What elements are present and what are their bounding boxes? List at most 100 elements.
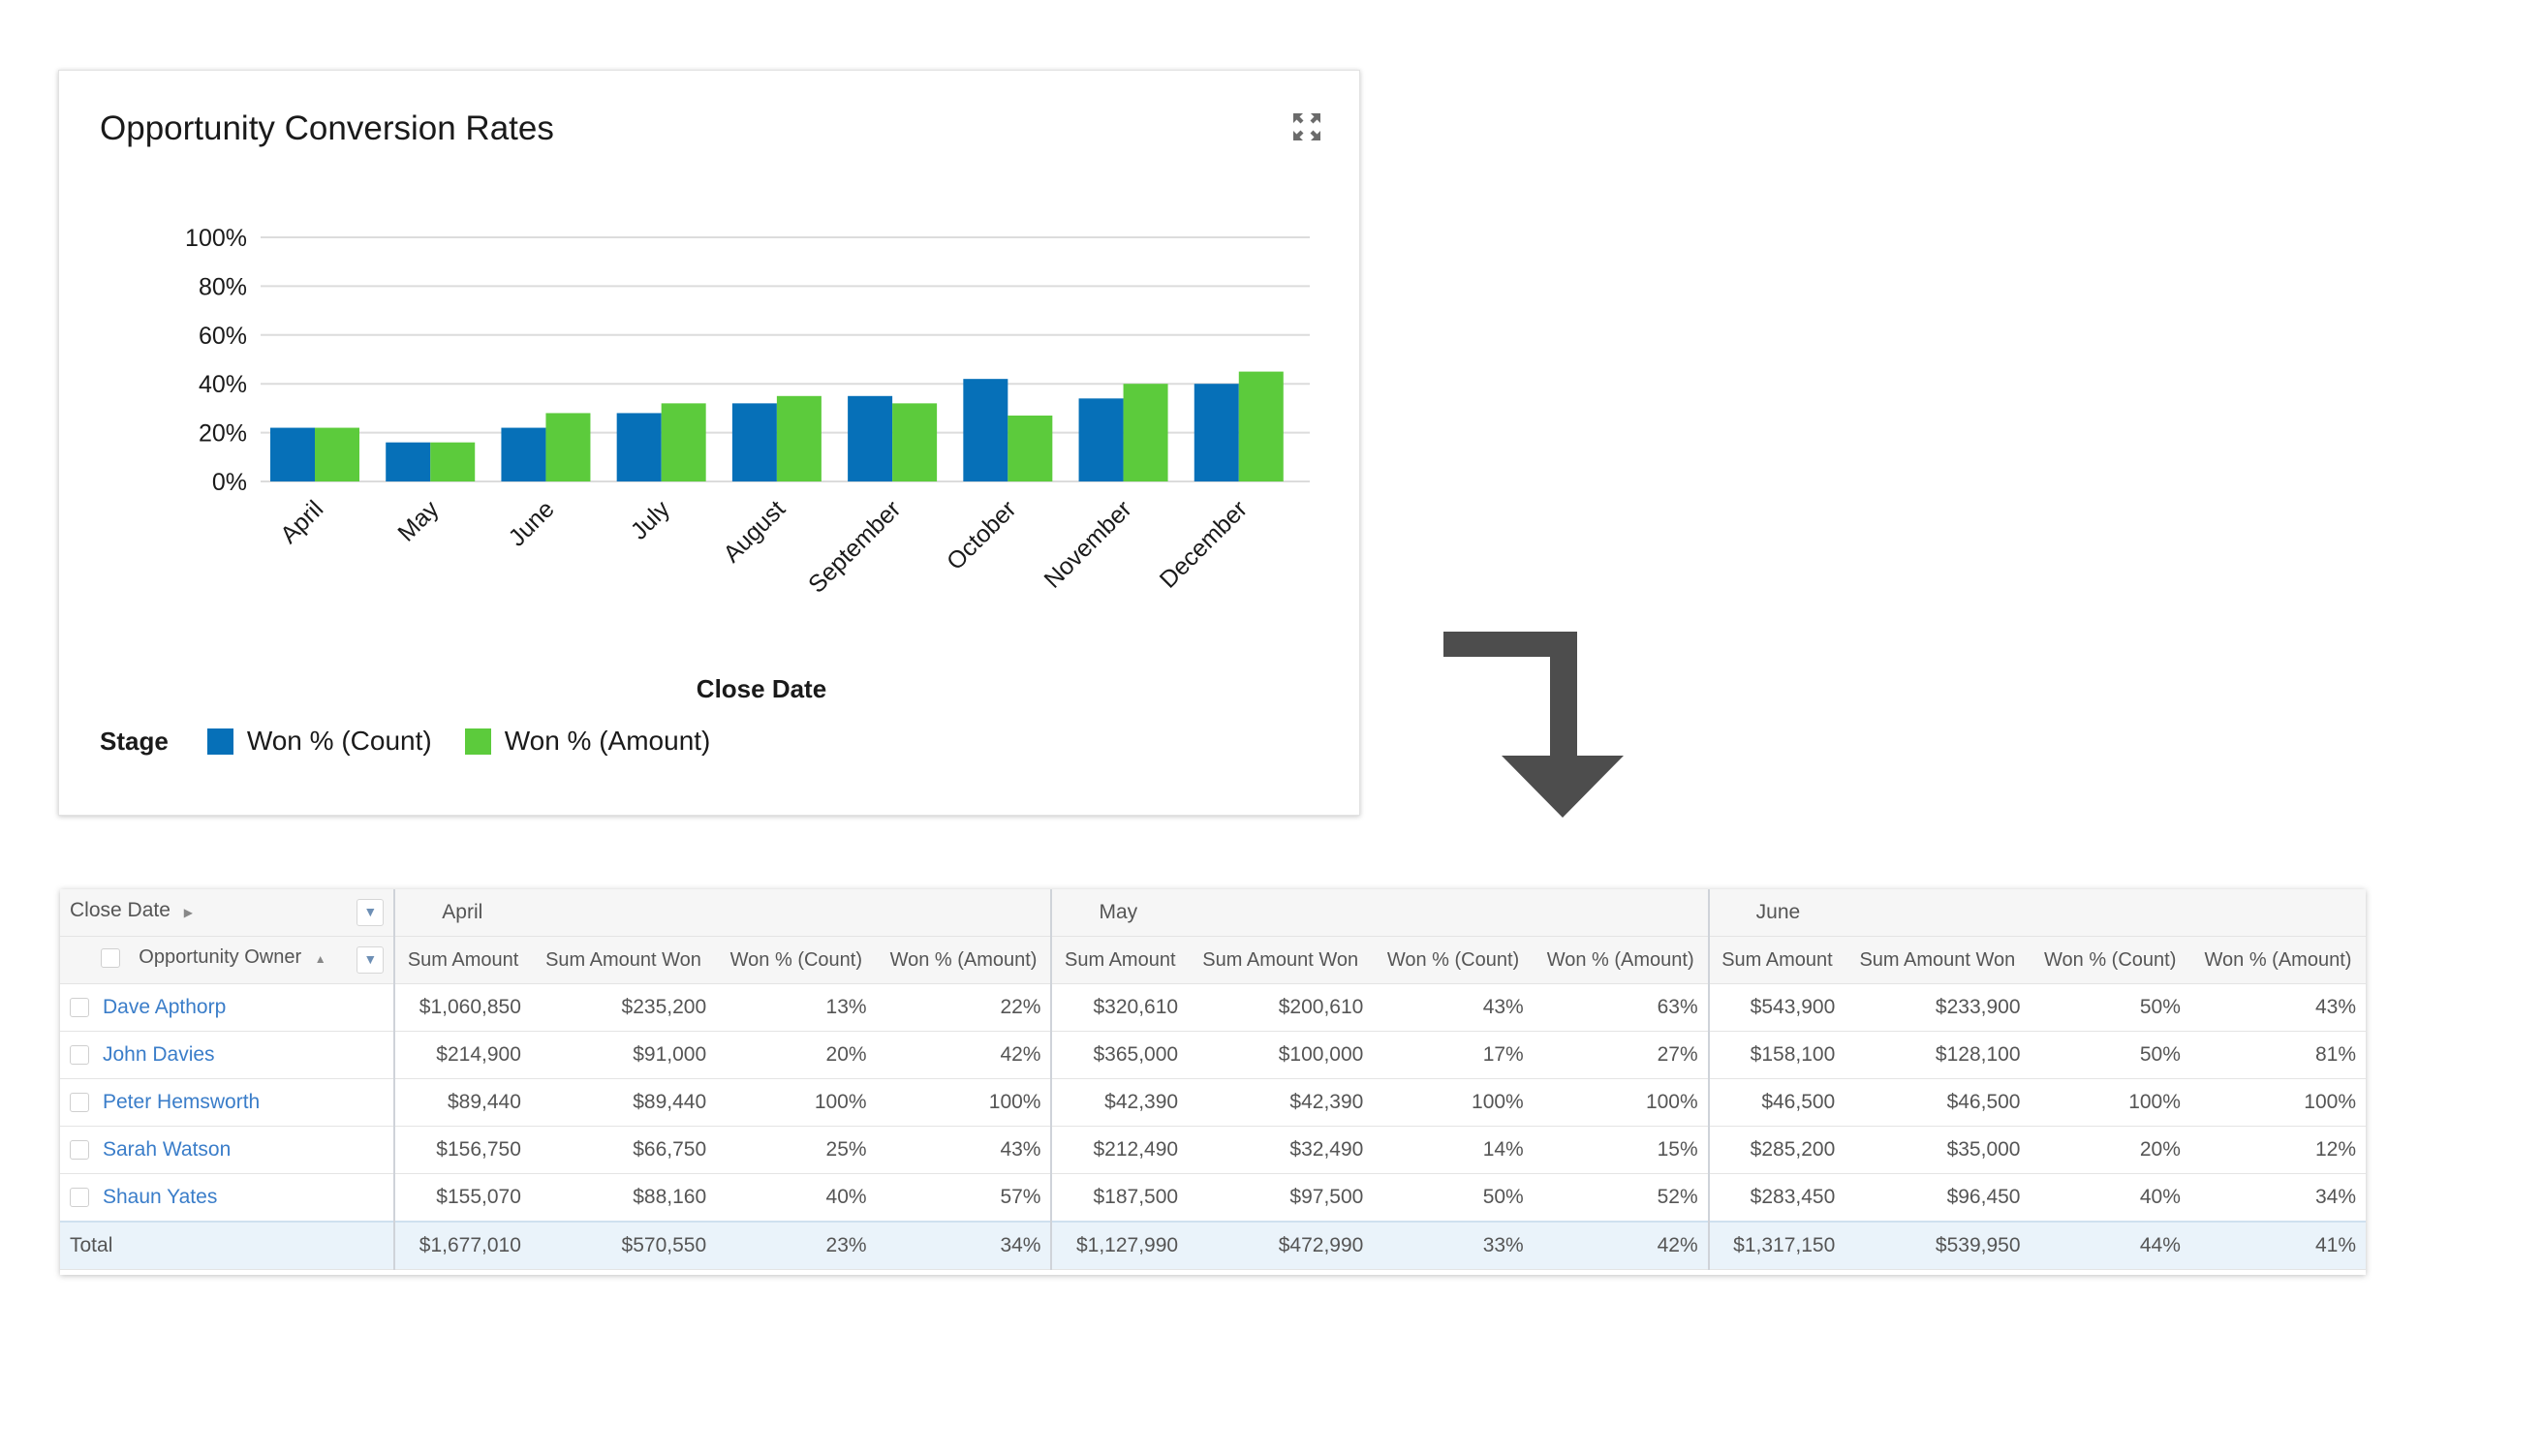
column-header[interactable]: Won % (Count) <box>716 936 877 984</box>
table-cell: 34% <box>2189 1173 2366 1223</box>
bar-count[interactable] <box>1194 384 1239 481</box>
table-cell: 43% <box>2189 983 2366 1032</box>
row-checkbox[interactable] <box>70 1045 89 1066</box>
table-cell: 20% <box>2030 1126 2190 1174</box>
column-header[interactable]: Won % (Amount) <box>2189 936 2366 984</box>
bar-amount[interactable] <box>315 427 359 481</box>
bar-count[interactable] <box>270 427 315 481</box>
column-header[interactable]: Won % (Amount) <box>1533 936 1709 984</box>
close-date-label: Close Date <box>70 899 171 921</box>
sort-asc-icon[interactable]: ▲ <box>314 952 326 966</box>
x-axis-title: Close Date <box>697 674 826 703</box>
table-cell: 52% <box>1533 1173 1709 1223</box>
owner-cell[interactable]: Shaun Yates <box>60 1173 395 1223</box>
legend-swatch-amount <box>464 728 491 755</box>
owner-cell[interactable]: John Davies <box>60 1031 395 1079</box>
bar-count[interactable] <box>386 442 431 481</box>
bar-amount[interactable] <box>430 442 476 481</box>
bar-count[interactable] <box>501 427 546 481</box>
table-cell: $233,900 <box>1845 983 2031 1032</box>
bar-amount[interactable] <box>1238 371 1284 481</box>
table-cell: 43% <box>1373 983 1534 1032</box>
legend-item-amount[interactable]: Won % (Amount) <box>464 726 710 757</box>
bar-count[interactable] <box>616 413 662 481</box>
table-cell: 100% <box>2030 1078 2190 1127</box>
table-cell: $89,440 <box>393 1078 531 1127</box>
table-cell: $88,160 <box>530 1173 717 1223</box>
column-header[interactable]: Won % (Count) <box>2030 936 2190 984</box>
column-header[interactable]: Sum Amount Won <box>530 936 717 984</box>
column-header[interactable]: Sum Amount Won <box>1845 936 2031 984</box>
bar-count[interactable] <box>963 379 1008 481</box>
table-cell: $32,490 <box>1188 1126 1374 1174</box>
legend-item-count[interactable]: Won % (Count) <box>206 726 432 757</box>
column-header[interactable]: Sum Amount <box>393 936 531 984</box>
table-cell: $89,440 <box>530 1078 717 1127</box>
bar-count[interactable] <box>1078 398 1124 481</box>
table-cell: 43% <box>876 1126 1052 1174</box>
bar-count[interactable] <box>848 395 893 481</box>
table-cell: $285,200 <box>1707 1126 1845 1174</box>
table-cell: $235,200 <box>530 983 717 1032</box>
x-tick-label: May <box>392 495 445 547</box>
table-cell: 40% <box>716 1173 877 1223</box>
table-cell: 42% <box>1533 1221 1709 1270</box>
legend-title: Stage <box>100 726 169 756</box>
owner-cell[interactable]: Sarah Watson <box>60 1126 395 1174</box>
select-all-checkbox[interactable] <box>100 947 120 968</box>
table-row: Peter Hemsworth $89,440 $89,440 100% 100% $42… <box>60 1078 2366 1127</box>
month-header-may: May <box>1050 889 1709 937</box>
data-table: Close Date ▶ ▼ April May June Opportunit… <box>60 889 2366 1275</box>
bar-amount[interactable] <box>661 403 706 481</box>
bar-count[interactable] <box>731 403 777 481</box>
bar-amount[interactable] <box>1123 384 1168 481</box>
row-checkbox[interactable] <box>70 1140 89 1161</box>
table-cell: $1,127,990 <box>1050 1221 1189 1270</box>
close-date-header[interactable]: Close Date ▶ ▼ <box>60 889 395 937</box>
column-header[interactable]: Won % (Amount) <box>876 936 1052 984</box>
owner-header[interactable]: Opportunity Owner ▲ ▼ <box>60 936 395 984</box>
table-cell: 42% <box>876 1031 1052 1079</box>
table-cell: $91,000 <box>530 1031 717 1079</box>
table-cell: $365,000 <box>1050 1031 1189 1079</box>
table-cell: 20% <box>716 1031 877 1079</box>
owner-cell[interactable]: Dave Apthorp <box>60 983 395 1032</box>
owner-link[interactable]: John Davies <box>103 1043 215 1066</box>
caret-right-icon[interactable]: ▶ <box>183 906 193 919</box>
table-row: John Davies $214,900 $91,000 20% 42% $365,000… <box>60 1031 2366 1079</box>
owner-header-label: Opportunity Owner <box>139 946 302 968</box>
row-checkbox[interactable] <box>70 1093 89 1113</box>
table-cell: 12% <box>2189 1126 2366 1174</box>
table-cell: $1,677,010 <box>393 1221 531 1270</box>
row-checkbox[interactable] <box>70 1188 89 1208</box>
table-cell: $35,000 <box>1845 1126 2031 1174</box>
table-cell: 57% <box>876 1173 1052 1223</box>
bar-amount[interactable] <box>1008 415 1053 481</box>
table-cell: $212,490 <box>1050 1126 1189 1174</box>
owner-cell[interactable]: Peter Hemsworth <box>60 1078 395 1127</box>
owner-link[interactable]: Peter Hemsworth <box>103 1091 261 1113</box>
bar-amount[interactable] <box>892 403 938 481</box>
bar-amount[interactable] <box>776 395 822 481</box>
dropdown-icon[interactable]: ▼ <box>357 899 385 926</box>
table-cell: 100% <box>1533 1078 1709 1127</box>
row-checkbox[interactable] <box>70 998 89 1018</box>
expand-icon[interactable] <box>1291 111 1322 142</box>
table-cell: $96,450 <box>1845 1173 2031 1223</box>
column-header-row: Opportunity Owner ▲ ▼ Sum Amount Sum Amou… <box>60 936 2366 984</box>
table-cell: 50% <box>2030 1031 2190 1079</box>
x-tick-label: August <box>718 495 791 568</box>
table-cell: $97,500 <box>1188 1173 1374 1223</box>
column-header[interactable]: Won % (Count) <box>1373 936 1534 984</box>
column-header[interactable]: Sum Amount <box>1707 936 1845 984</box>
column-header[interactable]: Sum Amount <box>1050 936 1189 984</box>
owner-link[interactable]: Sarah Watson <box>103 1138 232 1161</box>
table-cell: 22% <box>876 983 1052 1032</box>
owner-link[interactable]: Dave Apthorp <box>103 996 227 1018</box>
bar-amount[interactable] <box>545 413 591 481</box>
column-header[interactable]: Sum Amount Won <box>1188 936 1374 984</box>
owner-link[interactable]: Shaun Yates <box>103 1186 218 1208</box>
table-cell: $46,500 <box>1707 1078 1845 1127</box>
dropdown-icon[interactable]: ▼ <box>357 946 385 974</box>
table-cell: $1,317,150 <box>1707 1221 1845 1270</box>
